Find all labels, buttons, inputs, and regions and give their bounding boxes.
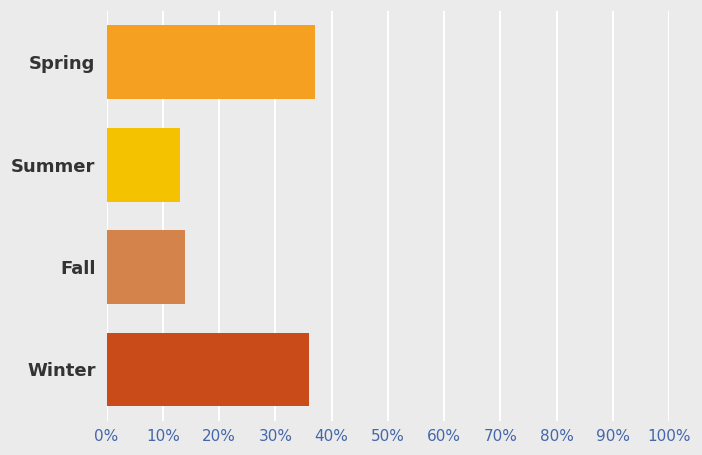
Bar: [107, 333, 309, 406]
Bar: [107, 128, 180, 202]
Bar: [107, 230, 185, 304]
Bar: [107, 25, 314, 99]
